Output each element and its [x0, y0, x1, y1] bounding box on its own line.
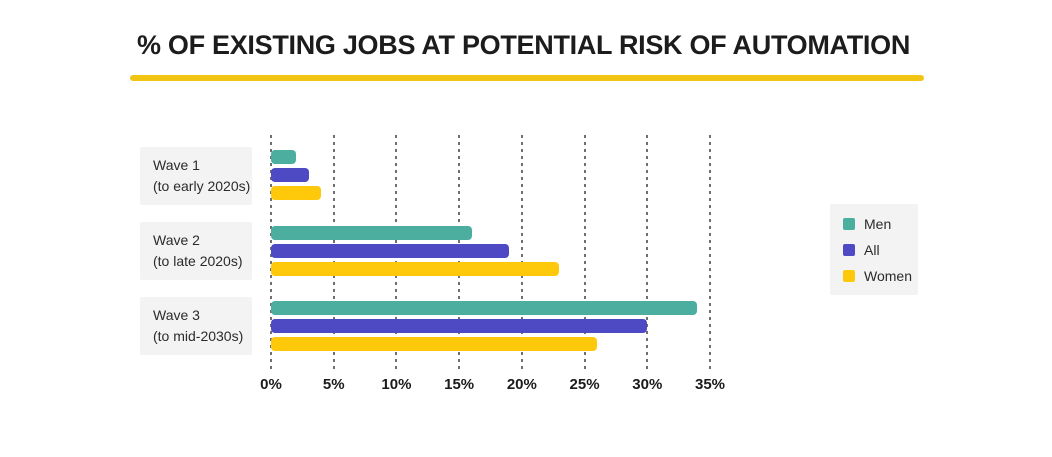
category-label-wave-2: Wave 2 (to late 2020s)	[140, 222, 252, 280]
category-label-line2: (to mid-2030s)	[153, 328, 244, 344]
category-label-line1: Wave 3	[153, 307, 200, 323]
legend-item-all: All	[843, 243, 918, 257]
category-label-line2: (to early 2020s)	[153, 178, 251, 194]
gridline-20%	[520, 135, 523, 372]
legend-swatch-icon	[843, 217, 855, 230]
legend-swatch-icon	[843, 243, 855, 256]
bar-all-wave-1	[271, 168, 309, 182]
legend-swatch-icon	[843, 269, 855, 282]
x-tick-label: 20%	[506, 376, 537, 393]
bar-men-wave-2	[271, 226, 472, 240]
category-label-wave-3: Wave 3 (to mid-2030s)	[140, 297, 252, 355]
gridline-35%	[709, 135, 711, 372]
category-label-line1: Wave 1	[153, 157, 200, 173]
bar-men-wave-1	[271, 150, 297, 164]
category-label-line1: Wave 2	[153, 232, 200, 248]
bar-men-wave-3	[271, 301, 698, 315]
legend-label: All	[864, 241, 880, 258]
bar-women-wave-2	[271, 262, 560, 276]
x-tick-label: 35%	[694, 376, 726, 393]
x-tick-label: 25%	[569, 376, 600, 393]
chart-title: % OF EXISTING JOBS AT POTENTIAL RISK OF …	[137, 30, 911, 60]
category-label-line2: (to late 2020s)	[153, 253, 243, 269]
bar-women-wave-3	[271, 337, 598, 351]
category-label-wave-1: Wave 1 (to early 2020s)	[140, 147, 252, 205]
gridline-25%	[583, 135, 586, 372]
bar-women-wave-1	[271, 186, 322, 200]
bar-all-wave-3	[271, 319, 648, 333]
gridline-30%	[646, 135, 649, 372]
x-tick-label: 10%	[381, 376, 412, 393]
title-underline	[130, 75, 924, 81]
legend-item-women: Women	[843, 269, 918, 283]
legend-label: Women	[864, 267, 912, 284]
x-tick-label: 30%	[632, 376, 663, 393]
x-tick-label: 15%	[444, 376, 475, 393]
legend: Men All Women	[830, 204, 918, 295]
plot-area	[270, 135, 711, 372]
x-tick-label: 0%	[260, 376, 282, 393]
legend-label: Men	[864, 215, 892, 232]
x-tick-label: 5%	[322, 376, 345, 393]
bar-all-wave-2	[271, 244, 510, 258]
legend-item-men: Men	[843, 217, 918, 231]
